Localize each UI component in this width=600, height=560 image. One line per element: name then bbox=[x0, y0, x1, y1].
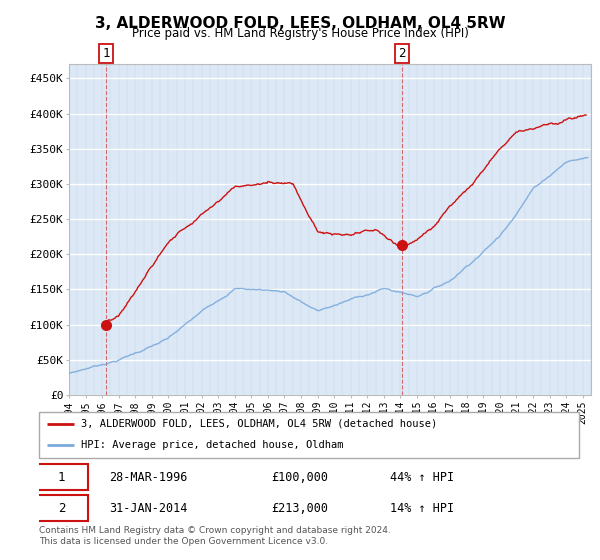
Text: Contains HM Land Registry data © Crown copyright and database right 2024.
This d: Contains HM Land Registry data © Crown c… bbox=[39, 526, 391, 546]
Text: 2: 2 bbox=[398, 47, 406, 60]
Text: 31-JAN-2014: 31-JAN-2014 bbox=[109, 502, 188, 515]
FancyBboxPatch shape bbox=[36, 495, 88, 521]
Text: £213,000: £213,000 bbox=[271, 502, 328, 515]
FancyBboxPatch shape bbox=[39, 412, 579, 458]
FancyBboxPatch shape bbox=[36, 464, 88, 491]
Text: 1: 1 bbox=[102, 47, 110, 60]
Text: 28-MAR-1996: 28-MAR-1996 bbox=[109, 471, 188, 484]
Text: HPI: Average price, detached house, Oldham: HPI: Average price, detached house, Oldh… bbox=[81, 440, 344, 450]
Text: £100,000: £100,000 bbox=[271, 471, 328, 484]
Text: 1: 1 bbox=[58, 471, 65, 484]
Text: 3, ALDERWOOD FOLD, LEES, OLDHAM, OL4 5RW (detached house): 3, ALDERWOOD FOLD, LEES, OLDHAM, OL4 5RW… bbox=[81, 419, 437, 429]
Text: Price paid vs. HM Land Registry's House Price Index (HPI): Price paid vs. HM Land Registry's House … bbox=[131, 27, 469, 40]
Text: 2: 2 bbox=[58, 502, 65, 515]
Text: 44% ↑ HPI: 44% ↑ HPI bbox=[390, 471, 454, 484]
Text: 14% ↑ HPI: 14% ↑ HPI bbox=[390, 502, 454, 515]
Text: 3, ALDERWOOD FOLD, LEES, OLDHAM, OL4 5RW: 3, ALDERWOOD FOLD, LEES, OLDHAM, OL4 5RW bbox=[95, 16, 505, 31]
